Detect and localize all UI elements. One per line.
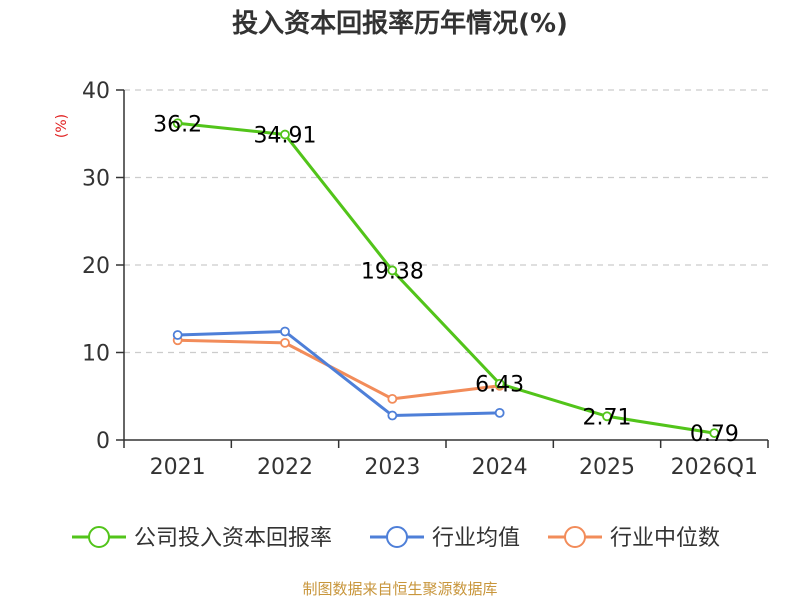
x-tick-label-2022: 2022 xyxy=(257,455,313,480)
chart-title: 投入资本回报率历年情况(%) xyxy=(232,8,568,39)
axes: 0 10 20 30 40 2021 2022 2023 2024 2025 2026Q1 xyxy=(82,79,769,480)
legend-label-1: 行业均值 xyxy=(432,526,520,551)
legend-marker-2 xyxy=(564,526,586,548)
y-tick-label-40: 40 xyxy=(82,79,110,104)
x-tick-label-2025: 2025 xyxy=(579,455,635,480)
gridlines xyxy=(124,89,768,354)
legend: 公司投入资本回报率 行业均值 行业中位数 xyxy=(72,526,720,551)
x-tick-label-2026Q1: 2026Q1 xyxy=(671,455,758,480)
series-1-point-3 xyxy=(494,407,505,418)
series-0-point-1 xyxy=(280,129,290,140)
series-1-point-0 xyxy=(172,330,183,340)
data-label-2025: 2.71 xyxy=(583,405,632,430)
series-0-point-4 xyxy=(602,411,612,422)
series-0-point-2 xyxy=(387,265,398,276)
data-label-2023: 19.38 xyxy=(361,259,424,284)
series-0-point-5 xyxy=(709,428,720,438)
y-axis-unit: (%) xyxy=(54,114,70,138)
data-label-2024: 6.43 xyxy=(475,373,524,398)
x-tick-label-2023: 2023 xyxy=(364,455,420,480)
y-tick-label-10: 10 xyxy=(82,342,110,367)
data-label-2026Q1: 0.79 xyxy=(690,422,739,447)
y-tick-label-0: 0 xyxy=(96,429,110,454)
legend-label-0: 公司投入资本回报率 xyxy=(134,526,332,551)
series-line-1 xyxy=(177,330,500,417)
legend-label-2: 行业中位数 xyxy=(610,526,720,551)
series-1-point-1 xyxy=(280,326,290,337)
series-lines xyxy=(172,118,720,438)
series-2-point-1 xyxy=(280,337,290,348)
legend-marker-1 xyxy=(386,526,408,548)
data-label-2022: 34.91 xyxy=(254,124,317,149)
data-labels: 36.2 34.91 19.38 6.43 2.71 0.79 xyxy=(153,112,739,447)
series-0-point-0 xyxy=(172,118,183,129)
series-line-2 xyxy=(177,338,500,401)
x-tick-label-2021: 2021 xyxy=(150,455,206,480)
series-0-point-3 xyxy=(494,378,505,389)
x-tick-label-2024: 2024 xyxy=(472,455,528,480)
y-tick-label-20: 20 xyxy=(82,254,110,279)
series-2-point-2 xyxy=(387,393,398,404)
source-note: 制图数据来自恒生聚源数据库 xyxy=(302,580,497,598)
series-line-0 xyxy=(177,121,715,435)
data-label-2021: 36.2 xyxy=(153,112,202,137)
legend-marker-0 xyxy=(88,526,110,548)
y-tick-label-30: 30 xyxy=(82,167,110,192)
series-1-point-2 xyxy=(387,410,398,421)
